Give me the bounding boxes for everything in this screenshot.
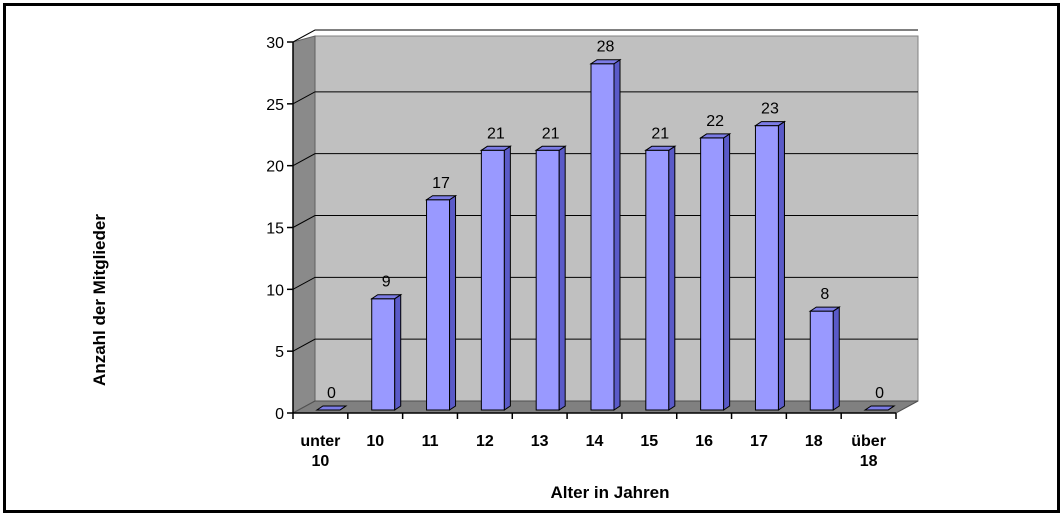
- bar-side: [613, 58, 621, 411]
- bar-top: [315, 405, 348, 411]
- x-category-label: 12: [476, 433, 494, 450]
- y-axis-ticks: 0 5 10 15 20 25 30: [266, 35, 293, 423]
- data-label: 23: [761, 101, 779, 118]
- bar-top: [808, 306, 841, 312]
- bar: [424, 194, 458, 411]
- bar-front: [754, 125, 779, 411]
- data-label: 21: [651, 125, 669, 142]
- bar: [644, 145, 677, 411]
- x-axis-title: Alter in Jahren: [550, 483, 669, 502]
- bar-top: [863, 405, 896, 411]
- y-tick-label: 10: [266, 282, 284, 299]
- y-tick-label: 20: [266, 159, 284, 176]
- bar-chart: 0 5 10 15 20 25 30 0 9 17 21 21 28 21 22 23 8 0 unter 10 1…: [90, 29, 919, 502]
- gridline: [292, 29, 918, 43]
- x-category-label: über 18: [851, 433, 886, 470]
- bar-front: [480, 149, 505, 411]
- gridline: [292, 91, 918, 105]
- bar-top: [589, 59, 622, 65]
- bar: [370, 293, 403, 411]
- bar-front: [645, 149, 670, 411]
- bar-front: [371, 298, 396, 411]
- data-label: 8: [820, 286, 829, 303]
- bar: [534, 145, 567, 411]
- y-tick-label: 15: [266, 221, 284, 238]
- bar-side: [668, 145, 676, 411]
- data-label: 21: [542, 125, 560, 142]
- x-category-label: 15: [640, 433, 658, 450]
- data-labels: 0 9 17 21 21 28 21 22 23 8 0: [327, 39, 884, 402]
- x-axis-categories: unter 10 10 11 12 13 14 15 16 17 18 über 18: [292, 413, 897, 470]
- bar-top: [644, 145, 677, 151]
- bar: [808, 306, 841, 411]
- y-tick-label: 30: [266, 35, 284, 52]
- bars: [315, 58, 896, 411]
- x-category-label: unter 10: [300, 433, 340, 470]
- bar-side: [394, 293, 402, 411]
- x-category-label: 11: [422, 433, 439, 450]
- bar-top: [698, 133, 732, 139]
- y-axis-title: Anzahl der Mitglieder: [90, 214, 109, 386]
- bar-front: [590, 63, 615, 411]
- bar-top: [753, 121, 787, 127]
- data-label: 21: [487, 125, 505, 142]
- data-label: 22: [706, 113, 724, 130]
- bar-front: [426, 199, 451, 411]
- side-wall: [292, 35, 316, 414]
- bar-side: [503, 145, 511, 411]
- x-category-label: 17: [750, 433, 768, 450]
- bar-top: [370, 294, 403, 300]
- x-category-label: 14: [586, 433, 604, 450]
- bar: [479, 145, 513, 411]
- bar: [589, 58, 622, 411]
- y-tick-label: 0: [275, 406, 284, 423]
- bar: [315, 405, 348, 411]
- y-tick-label: 25: [266, 97, 284, 114]
- x-category-label: 18: [805, 433, 823, 450]
- bar: [863, 405, 896, 411]
- data-label: 9: [382, 274, 391, 291]
- bar-top: [479, 145, 513, 151]
- bar-top: [424, 195, 458, 201]
- bar-side: [558, 145, 566, 411]
- data-label: 0: [875, 385, 884, 402]
- bar-front: [700, 137, 725, 411]
- bar-side: [449, 194, 457, 411]
- bar: [753, 120, 787, 411]
- bar: [698, 132, 732, 411]
- data-label: 17: [432, 175, 450, 192]
- x-category-label: 13: [531, 433, 549, 450]
- x-category-label: 16: [695, 433, 713, 450]
- x-category-label: 10: [366, 433, 384, 450]
- data-label: 0: [327, 385, 336, 402]
- bar-top: [534, 145, 567, 151]
- y-tick-label: 5: [275, 344, 284, 361]
- bar-side: [723, 132, 731, 411]
- bar-side: [832, 306, 840, 411]
- data-label: 28: [597, 39, 615, 56]
- bar-front: [809, 310, 834, 411]
- bar-front: [535, 149, 560, 411]
- bar-side: [777, 120, 785, 411]
